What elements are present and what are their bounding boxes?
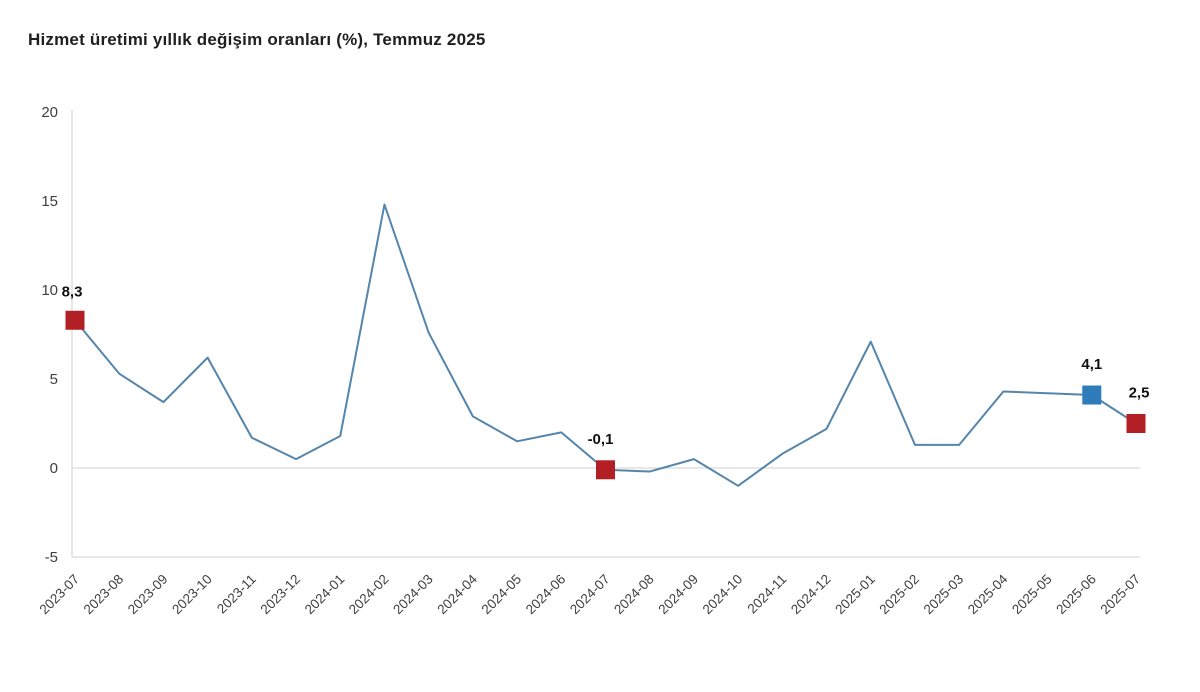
x-tick-label: 2024-12 — [788, 572, 834, 618]
x-tick-label: 2024-03 — [390, 572, 436, 618]
x-tick-label: 2025-07 — [1097, 572, 1143, 618]
y-tick-label: 5 — [50, 371, 58, 388]
x-tick-label: 2024-11 — [745, 572, 790, 617]
data-marker-2023-07 — [65, 310, 85, 330]
x-tick-label: 2025-05 — [1009, 572, 1055, 618]
x-tick-label: 2024-04 — [434, 571, 480, 617]
y-tick-label: 0 — [50, 460, 58, 477]
x-tick-label: 2025-04 — [965, 571, 1011, 617]
x-tick-label: 2024-01 — [302, 572, 348, 618]
x-tick-label: 2023-10 — [169, 572, 215, 618]
y-tick-label: 15 — [41, 193, 58, 210]
x-tick-label: 2024-06 — [523, 572, 569, 618]
x-tick-label: 2024-02 — [346, 572, 392, 618]
x-tick-label: 2023-07 — [36, 572, 82, 618]
y-tick-label: -5 — [45, 549, 58, 566]
x-tick-label: 2024-07 — [567, 572, 613, 618]
x-tick-label: 2024-10 — [700, 572, 746, 618]
x-tick-label: 2025-02 — [876, 572, 922, 618]
data-label-2025-07: 2,5 — [1129, 385, 1150, 402]
data-label-2025-06: 4,1 — [1081, 356, 1102, 373]
x-tick-label: 2024-05 — [479, 572, 525, 618]
data-marker-2025-07 — [1126, 414, 1146, 433]
x-tick-label: 2024-09 — [655, 572, 701, 618]
data-marker-2025-06 — [1082, 385, 1102, 405]
x-tick-label: 2024-08 — [611, 572, 657, 618]
x-tick-label: 2025-06 — [1053, 572, 1099, 618]
chart-title: Hizmet üretimi yıllık değişim oranları (… — [28, 30, 486, 49]
x-tick-label: 2023-11 — [214, 572, 259, 617]
x-tick-label: 2023-08 — [81, 572, 127, 618]
data-label-2023-07: 8,3 — [62, 283, 83, 300]
x-tick-label: 2025-01 — [832, 572, 878, 618]
x-tick-label: 2023-09 — [125, 572, 171, 618]
data-label-2024-07: -0,1 — [588, 431, 614, 448]
y-tick-label: 20 — [41, 104, 58, 121]
x-tick-label: 2025-03 — [921, 572, 967, 618]
y-tick-label: 10 — [41, 282, 58, 299]
data-marker-2024-07 — [596, 460, 615, 480]
x-tick-label: 2023-12 — [258, 572, 304, 618]
